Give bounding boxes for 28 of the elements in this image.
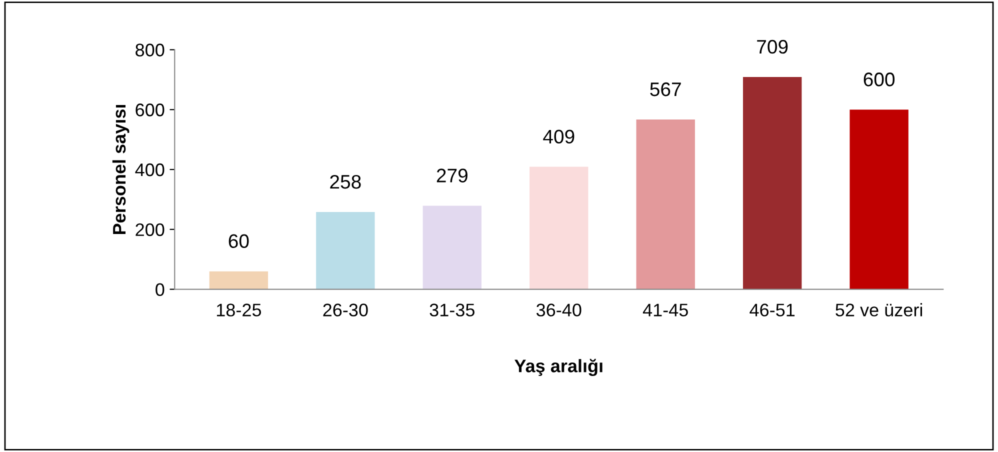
bar	[742, 76, 802, 290]
x-axis-title: Yaş aralığı	[514, 358, 602, 376]
x-tick-label: 31-35	[430, 304, 474, 316]
y-tick-label: 0	[156, 283, 164, 296]
x-tick-label: 26-30	[323, 304, 368, 316]
data-label: 279	[436, 168, 468, 182]
y-tick-label: 400	[135, 163, 164, 176]
data-label: 409	[543, 130, 574, 144]
x-tick-label: 46-51	[750, 304, 795, 316]
x-tick-label: 41-45	[642, 304, 688, 316]
bar	[636, 119, 695, 290]
bar	[422, 206, 482, 290]
data-label: 709	[757, 40, 788, 54]
data-label: 567	[650, 82, 681, 96]
bar	[530, 166, 588, 290]
bar	[850, 110, 908, 290]
x-tick-label: 18-25	[216, 304, 262, 316]
y-tick-label: 200	[136, 223, 164, 236]
x-tick-label: 36-40	[536, 304, 582, 316]
data-label: 60	[228, 234, 249, 248]
x-tick-label: 52 ve üzeri	[836, 303, 922, 316]
data-label: 258	[330, 174, 361, 189]
y-tick-label: 600	[136, 104, 164, 116]
y-axis-title: Personel sayısı	[112, 105, 130, 234]
bar	[209, 271, 268, 290]
y-tick-label: 800	[136, 44, 164, 56]
data-label: 600	[864, 72, 895, 86]
bar	[316, 212, 375, 290]
